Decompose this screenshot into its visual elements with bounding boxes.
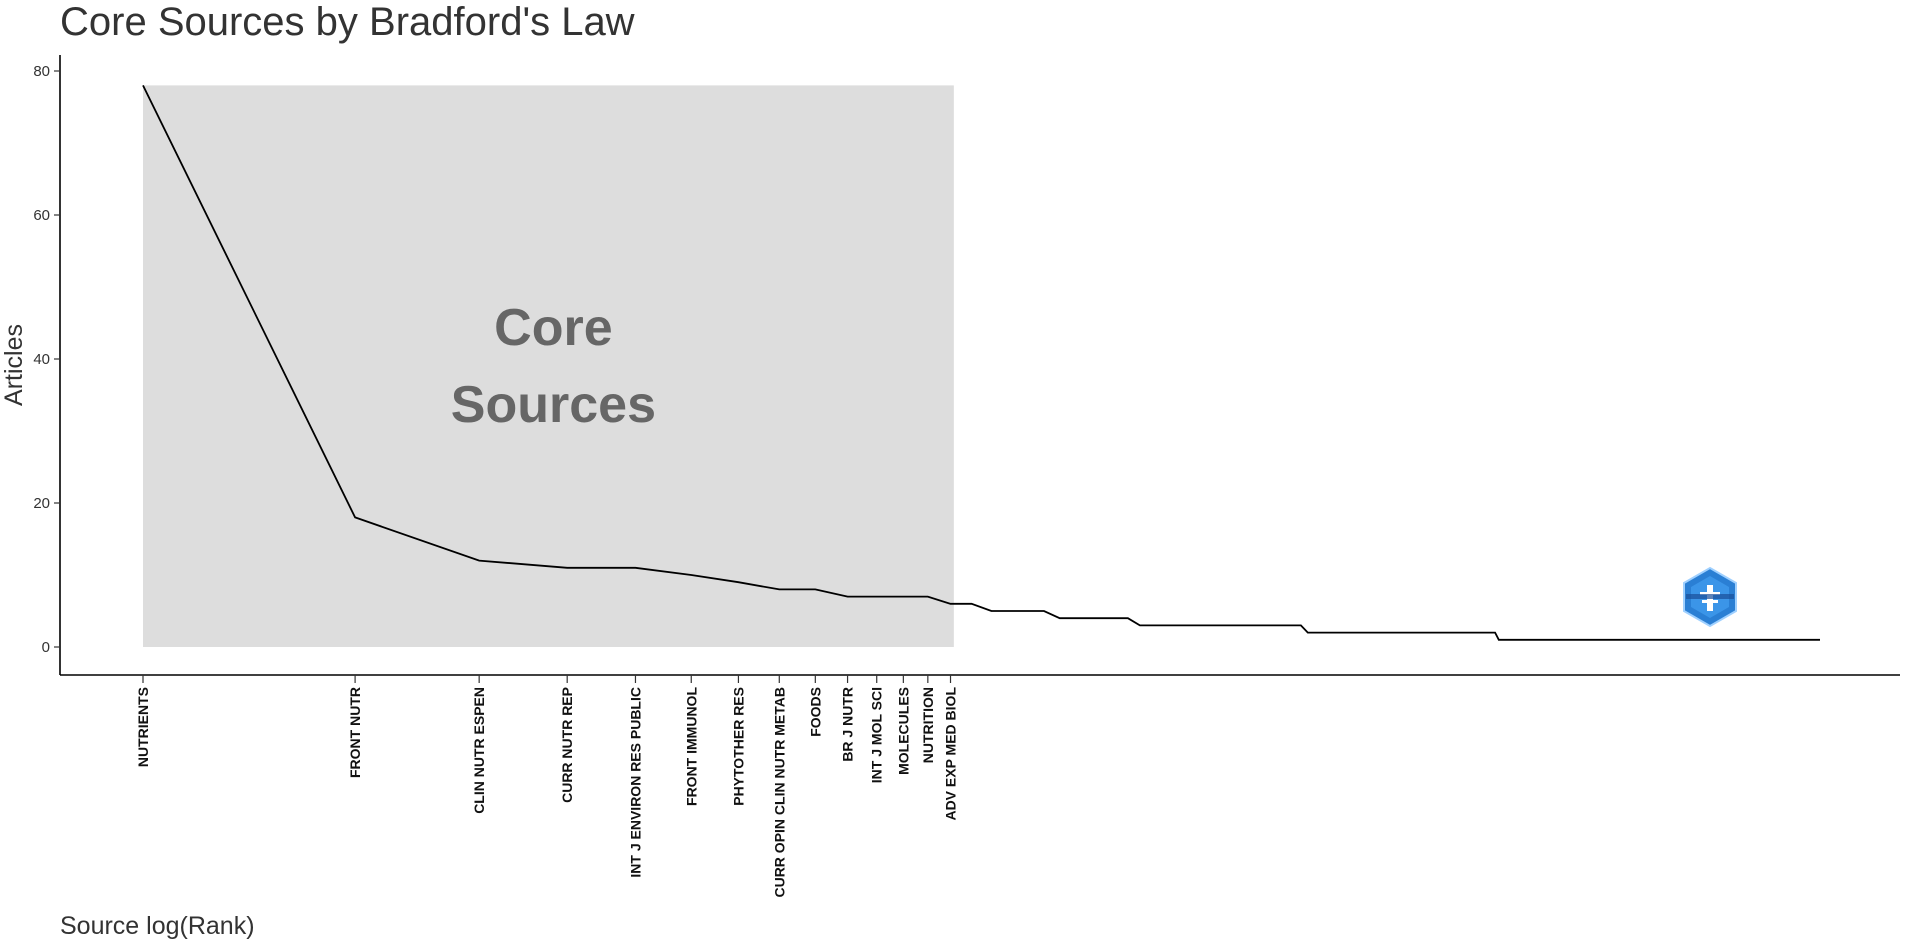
y-tick-label: 20 xyxy=(33,495,50,512)
y-tick-label: 60 xyxy=(33,207,50,224)
x-tick-label: INT J ENVIRON RES PUBLIC xyxy=(628,687,644,878)
core-zone-layer: Core Sources xyxy=(143,85,954,647)
x-tick-label: CURR NUTR REP xyxy=(559,687,575,803)
y-tick-label: 80 xyxy=(33,63,50,80)
articles-series-line xyxy=(142,85,1820,641)
x-tick-label: FRONT NUTR xyxy=(347,687,363,778)
x-tick-label: NUTRIENTS xyxy=(135,687,151,767)
x-tick-label: ADV EXP MED BIOL xyxy=(943,687,959,821)
x-tick-label: CLIN NUTR ESPEN xyxy=(471,687,487,814)
core-zone-rect xyxy=(143,85,954,647)
y-tick-label: 0 xyxy=(42,639,50,656)
x-axis-title: Source log(Rank) xyxy=(60,912,255,940)
axes-layer: 0 20 40 60 80 Articles xyxy=(0,55,1900,676)
x-tick-label: INT J MOL SCI xyxy=(869,687,885,783)
core-zone-label-1: Core xyxy=(494,299,612,357)
x-tick-label: BR J NUTR xyxy=(840,687,856,762)
y-axis-title: Articles xyxy=(0,324,28,406)
chart-title: Core Sources by Bradford's Law xyxy=(60,0,635,44)
tick-layer: NUTRIENTS FRONT NUTR CLIN NUTR ESPEN CURR N… xyxy=(135,675,959,898)
core-zone-label-2: Sources xyxy=(451,376,656,434)
x-tick-label: PHYTOTHER RES xyxy=(730,687,746,806)
y-tick-label: 40 xyxy=(33,351,50,368)
x-tick-label: NUTRITION xyxy=(920,687,936,763)
x-tick-label: FOODS xyxy=(807,687,823,737)
x-tick-label: CURR OPIN CLIN NUTR METAB xyxy=(771,687,787,898)
x-tick-label: MOLECULES xyxy=(895,687,911,775)
x-tick-label: FRONT IMMUNOL xyxy=(683,687,699,806)
line-layer xyxy=(142,85,1820,641)
bibliometrix-logo-icon xyxy=(1683,566,1737,628)
